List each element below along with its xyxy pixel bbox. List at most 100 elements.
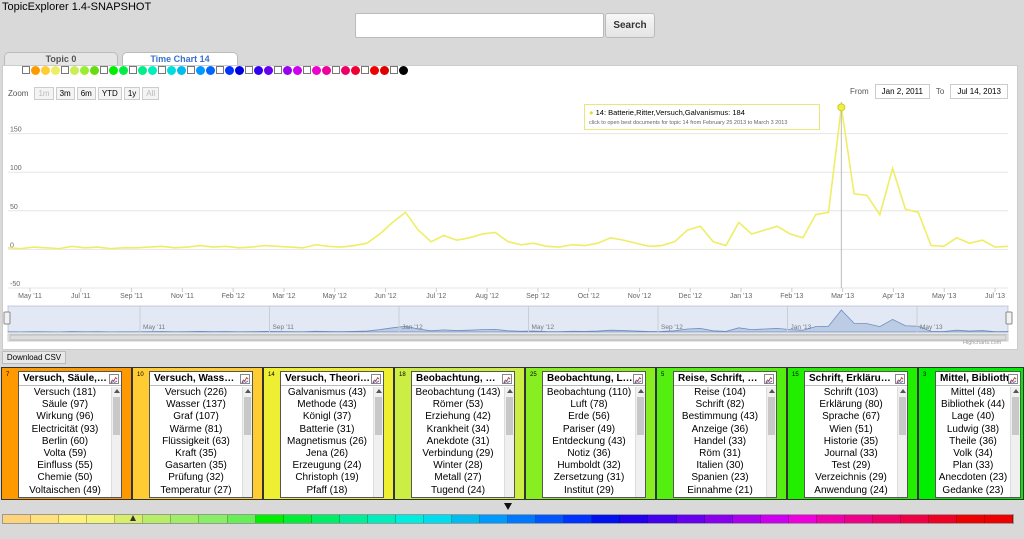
topic-word-item[interactable]: Methode (43) [297,399,357,411]
series-line-topic-14[interactable] [7,107,1009,250]
scrollbar-thumb[interactable] [113,397,120,435]
topic-checkbox[interactable] [158,66,166,74]
scroll-up-icon[interactable] [114,389,120,393]
colorbar-slider-handle[interactable] [130,515,136,521]
topic-color-dot[interactable] [312,66,321,75]
topic-color-dot[interactable] [399,66,408,75]
topic-word-item[interactable]: Römer (53) [432,399,484,411]
topic-word-item[interactable]: Spanien (23) [691,472,749,484]
topic-word-item[interactable]: Galvanismus (43) [287,387,367,398]
scroll-up-icon[interactable] [769,389,775,393]
topic-checkbox[interactable] [100,66,108,74]
topic-word-item[interactable]: Pfaff (18) [306,484,348,496]
topic-color-dot[interactable] [264,66,273,75]
topic-card[interactable]: 15 Schrift, Erkläru… Schrift (103) Erklärun… [787,367,918,500]
topic-word-item[interactable]: Beobachtung (143) [415,387,501,398]
topic-color-dot[interactable] [341,66,350,75]
colorbar-segment[interactable] [929,515,958,523]
topic-word-item[interactable]: Plan (33) [952,460,994,472]
topic-word-item[interactable]: Magnetismus (26) [286,435,368,447]
topic-word-item[interactable]: Humboldt (32) [557,460,621,472]
topic-word-item[interactable]: Wien (51) [829,423,873,435]
topic-checkbox[interactable] [274,66,282,74]
topic-card[interactable]: 14 Versuch, Theori… Galvanismus (43) Method… [263,367,394,500]
topic-color-dot[interactable] [31,66,40,75]
topic-color-dot[interactable] [322,66,331,75]
colorbar-segment[interactable] [957,515,986,523]
topic-color-dot[interactable] [254,66,263,75]
colorbar-segment[interactable] [480,515,509,523]
chart-icon[interactable] [109,373,119,384]
topic-word-item[interactable]: Verbindung (29) [422,448,494,460]
topic-color-dot[interactable] [177,66,186,75]
zoom-1m-button[interactable]: 1m [34,87,54,100]
colorbar-segment[interactable] [620,515,649,523]
topic-word-item[interactable]: Röm (31) [699,448,741,460]
topic-checkbox[interactable] [303,66,311,74]
colorbar-segment[interactable] [311,515,340,523]
topic-word-item[interactable]: Historie (35) [823,435,879,447]
zoom-all-button[interactable]: All [142,87,160,100]
scrollbar-thumb[interactable] [899,397,906,435]
topic-word-item[interactable]: Schrift (82) [695,399,745,411]
colorbar-segment[interactable] [788,515,817,523]
colorbar-segment[interactable] [31,515,60,523]
colorbar-segment[interactable] [508,515,537,523]
highlight-point[interactable] [837,103,846,112]
topic-word-item[interactable]: Anekdote (31) [426,435,490,447]
topic-card[interactable]: 7 Versuch, Säule,… Versuch (181) Säule (97)… [1,367,132,500]
scroll-up-icon[interactable] [1013,389,1019,393]
tab-time-chart[interactable]: Time Chart 14 [122,52,238,66]
topic-color-dot[interactable] [225,66,234,75]
topic-word-item[interactable]: Einnahme (21) [687,484,753,496]
colorbar-segment[interactable] [704,515,733,523]
colorbar-segment[interactable] [901,515,930,523]
colorbar-segment[interactable] [564,515,593,523]
word-list-scrollbar[interactable] [242,387,252,497]
word-list-scrollbar[interactable] [111,387,121,497]
chart-icon[interactable] [371,373,381,384]
topic-color-dot[interactable] [235,66,244,75]
topic-checkbox[interactable] [61,66,69,74]
topic-checkbox[interactable] [245,66,253,74]
topic-word-item[interactable]: Verzeichnis (29) [815,472,887,484]
topic-checkbox[interactable] [390,66,398,74]
topic-word-item[interactable]: Bestimmung (43) [681,411,759,423]
colorbar-segment[interactable] [732,515,761,523]
topic-checkbox[interactable] [332,66,340,74]
topic-word-item[interactable]: Winter (28) [433,460,483,472]
topic-word-item[interactable]: Tugend (24) [430,484,486,496]
topic-color-dot[interactable] [293,66,302,75]
colorbar-segment[interactable] [872,515,901,523]
search-input[interactable] [355,13,604,38]
colorbar-segment[interactable] [985,515,1014,523]
topic-checkbox[interactable] [129,66,137,74]
topic-color-dot[interactable] [90,66,99,75]
topic-word-item[interactable]: Wirkung (96) [36,411,94,423]
word-list-scrollbar[interactable] [1010,387,1020,497]
topic-word-item[interactable]: Journal (33) [824,448,878,460]
topic-word-item[interactable]: Institut (29) [563,484,615,496]
chart-icon[interactable] [895,373,905,384]
topic-word-item[interactable]: Volta (59) [43,448,87,460]
download-csv-button[interactable]: Download CSV [2,351,66,364]
time-chart[interactable]: 150 100 50 0 -50 May '11 Jul '11 Sep '11 Nov '11… [0,0,1024,350]
topic-word-item[interactable]: Beobachtung (110) [546,387,632,398]
to-date-input[interactable]: Jul 14, 2013 [950,84,1008,99]
chart-icon[interactable] [1008,373,1018,384]
chart-tooltip[interactable]: ● 14: Batterie,Ritter,Versuch,Galvanismu… [584,104,820,130]
colorbar-segment[interactable] [423,515,452,523]
colorbar-segment[interactable] [3,515,32,523]
colorbar-segment[interactable] [816,515,845,523]
colorbar-segment[interactable] [87,515,116,523]
topic-word-item[interactable]: Batterie (31) [299,423,355,435]
topic-word-item[interactable]: Wärme (81) [169,423,223,435]
navigator-right-handle[interactable] [1005,311,1013,325]
colorbar-segment[interactable] [452,515,481,523]
topic-word-item[interactable]: Graf (107) [173,411,219,423]
colorbar-segment[interactable] [592,515,621,523]
chart-icon[interactable] [502,373,512,384]
topic-color-dot[interactable] [167,66,176,75]
zoom-3m-button[interactable]: 3m [55,87,75,100]
topic-word-item[interactable]: Kraft (35) [175,448,217,460]
